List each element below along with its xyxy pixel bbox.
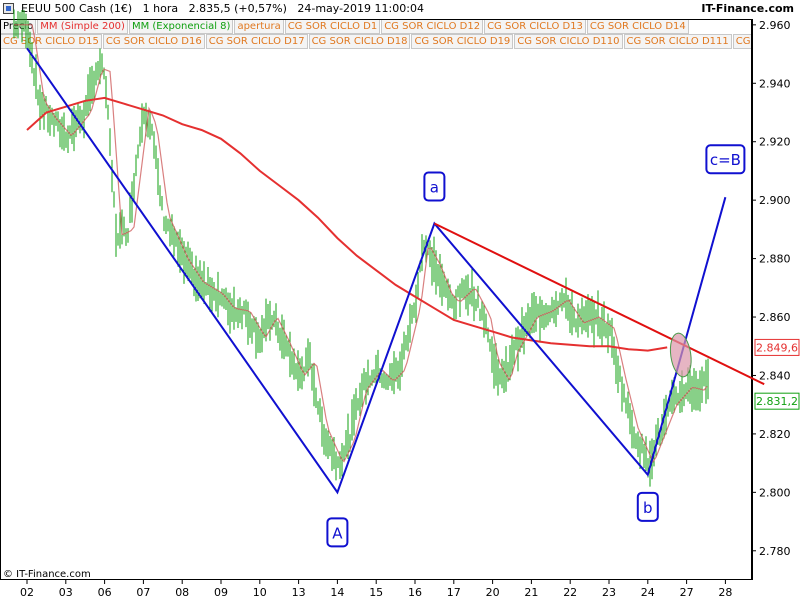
x-tick-label: 22 xyxy=(563,586,577,599)
brand-label: IT-Finance.com xyxy=(701,2,794,15)
x-tick-label: 17 xyxy=(447,586,461,599)
legend-item[interactable]: CG SOR CICLO D16 xyxy=(102,34,205,49)
x-tick-label: 28 xyxy=(718,586,732,599)
y-tick-label: 2.960 xyxy=(759,19,791,32)
legend-item[interactable]: CG SOR CICLO D15 xyxy=(0,34,102,49)
price-label-box xyxy=(754,338,800,356)
ema-line xyxy=(14,24,708,463)
legend-item[interactable]: CG SOR xyxy=(732,34,752,49)
copyright-text: © IT-Finance.com xyxy=(3,569,91,580)
x-tick-label: 13 xyxy=(292,586,306,599)
window-icon[interactable] xyxy=(3,3,14,14)
legend-item[interactable]: CG SOR CICLO D19 xyxy=(411,34,514,49)
resistance-trendline xyxy=(433,222,765,386)
x-tick-label: 02 xyxy=(20,586,34,599)
y-tick-label: 2.880 xyxy=(759,253,791,266)
x-tick-label: 03 xyxy=(59,586,73,599)
price-label: 2.849,6 xyxy=(756,341,798,354)
indicator-legend: Precio MM (Simple 200) MM (Exponencial 8) a… xyxy=(0,19,752,49)
legend-item[interactable]: CG SOR CICLO D18 xyxy=(308,34,411,49)
x-tick-label: 16 xyxy=(408,586,422,599)
legend-item[interactable]: CG SOR CICLO D17 xyxy=(205,34,308,49)
y-tick-label: 2.780 xyxy=(759,545,791,558)
wave-label: c=B xyxy=(710,151,741,169)
y-tick-label: 2.840 xyxy=(759,369,791,382)
legend-row-1: Precio MM (Simple 200) MM (Exponencial 8) a… xyxy=(0,19,690,34)
x-tick-label: 06 xyxy=(98,586,112,599)
x-tick-label: 14 xyxy=(330,586,344,599)
legend-item[interactable]: CG SOR CICLO D110 xyxy=(514,34,623,49)
y-tick-label: 2.800 xyxy=(759,486,791,499)
y-tick-label: 2.900 xyxy=(759,194,791,207)
x-tick-label: 27 xyxy=(680,586,694,599)
x-tick-label: 08 xyxy=(175,586,189,599)
x-tick-label: 10 xyxy=(253,586,267,599)
breakout-highlight xyxy=(669,332,692,378)
y-tick-label: 2.920 xyxy=(759,136,791,149)
legend-item[interactable]: CG SOR CICLO D111 xyxy=(623,34,732,49)
x-tick-label: 09 xyxy=(214,586,228,599)
sma-200-line xyxy=(26,96,668,352)
x-tick-label: 21 xyxy=(524,586,538,599)
wave-label-box xyxy=(326,517,349,548)
x-tick-label: 15 xyxy=(369,586,383,599)
y-tick-label: 2.940 xyxy=(759,77,791,90)
y-tick-label: 2.820 xyxy=(759,428,791,441)
price-label-box xyxy=(754,392,800,410)
wave-label: b xyxy=(643,499,653,517)
wave-label-box xyxy=(423,171,446,202)
chart-title: EEUU 500 Cash (1€) 1 hora 2.835,5 (+0,57… xyxy=(21,2,424,15)
plot-frame xyxy=(0,19,752,580)
title-bar: EEUU 500 Cash (1€) 1 hora 2.835,5 (+0,57… xyxy=(0,0,800,19)
wave-label: a xyxy=(430,179,439,197)
wave-label-box xyxy=(636,491,659,522)
wave-label-box xyxy=(705,144,746,175)
wave-label: A xyxy=(332,524,343,542)
legend-row-2: CG SOR CICLO D15 CG SOR CICLO D16 CG SOR C… xyxy=(0,34,752,49)
x-tick-label: 07 xyxy=(136,586,150,599)
price-label: 2.831,2 xyxy=(756,395,798,408)
y-tick-label: 2.860 xyxy=(759,311,791,324)
x-tick-label: 23 xyxy=(602,586,616,599)
x-tick-label: 24 xyxy=(641,586,655,599)
x-tick-label: 20 xyxy=(486,586,500,599)
